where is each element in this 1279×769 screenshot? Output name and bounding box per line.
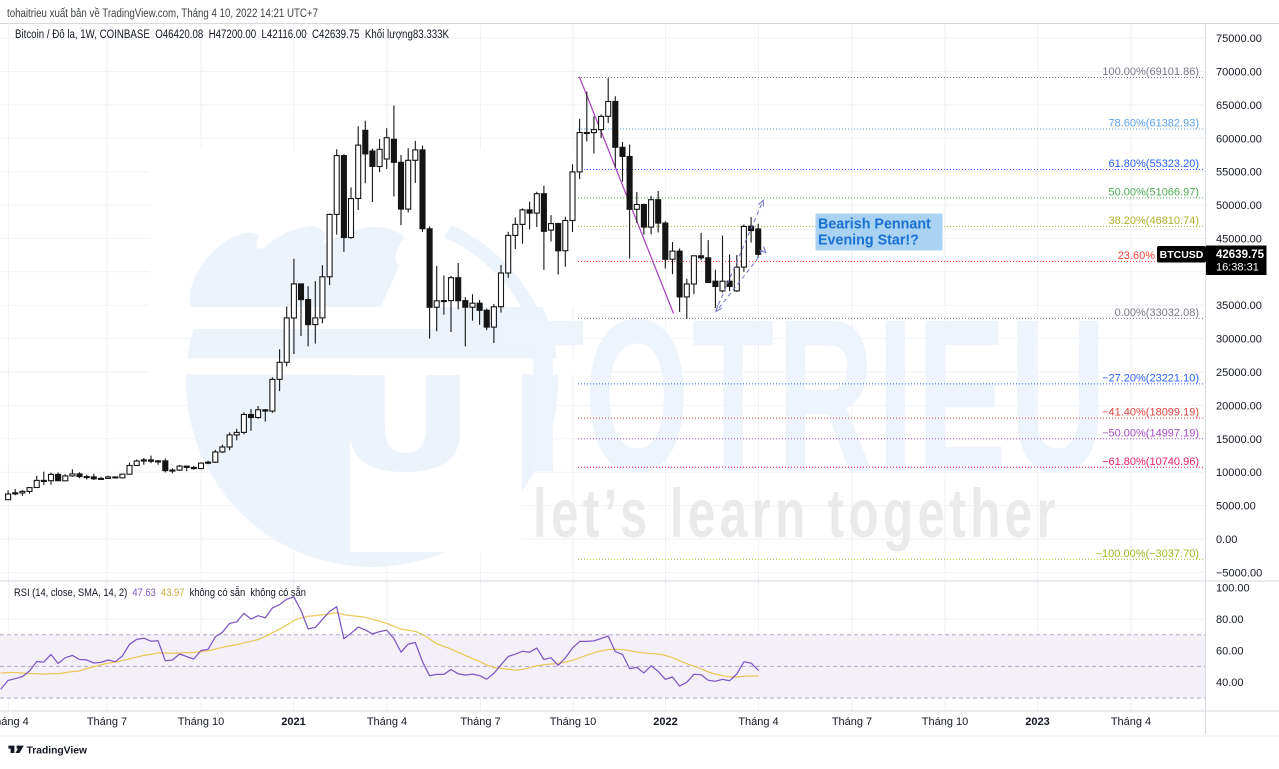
svg-text:5000.00: 5000.00 xyxy=(1216,501,1256,513)
svg-text:Tháng 4: Tháng 4 xyxy=(1111,716,1151,728)
svg-text:−50.00%(14997.19): −50.00%(14997.19) xyxy=(1102,427,1199,439)
svg-text:TOTRIEU: TOTRIEU xyxy=(502,275,1109,518)
svg-text:−41.40%(18099.19): −41.40%(18099.19) xyxy=(1102,407,1199,419)
svg-text:20000.00: 20000.00 xyxy=(1216,400,1262,412)
svg-text:Tháng 7: Tháng 7 xyxy=(87,716,127,728)
svg-text:−27.20%(23221.10): −27.20%(23221.10) xyxy=(1102,372,1199,384)
svg-text:Evening Star!?: Evening Star!? xyxy=(818,233,919,249)
svg-text:0.00%(33032.08): 0.00%(33032.08) xyxy=(1115,307,1199,319)
svg-text:let’s learn together: let’s learn together xyxy=(533,475,1060,552)
svg-text:2021: 2021 xyxy=(281,716,305,728)
svg-text:35000.00: 35000.00 xyxy=(1216,300,1262,312)
svg-text:Tháng 7: Tháng 7 xyxy=(460,716,500,728)
svg-text:15000.00: 15000.00 xyxy=(1216,434,1262,446)
svg-text:Tháng 4: Tháng 4 xyxy=(0,716,29,728)
svg-text:TradingView: TradingView xyxy=(27,746,88,757)
svg-text:45000.00: 45000.00 xyxy=(1216,233,1262,245)
svg-text:tohaitrieu xuất bản về Trading: tohaitrieu xuất bản về TradingView.com, … xyxy=(7,6,318,20)
svg-text:25000.00: 25000.00 xyxy=(1216,367,1262,379)
svg-text:−5000.00: −5000.00 xyxy=(1216,567,1262,579)
svg-text:38.20%(46810.74): 38.20%(46810.74) xyxy=(1108,215,1199,227)
svg-text:78.60%(61382.93): 78.60%(61382.93) xyxy=(1108,118,1199,130)
svg-text:60.00: 60.00 xyxy=(1216,646,1244,658)
svg-text:0.00: 0.00 xyxy=(1216,534,1237,546)
svg-text:Bitcoin / Đô la, 1W, COINBASE: Bitcoin / Đô la, 1W, COINBASE O46420.08 … xyxy=(15,27,450,41)
svg-text:70000.00: 70000.00 xyxy=(1216,67,1262,79)
svg-text:Tháng 10: Tháng 10 xyxy=(550,716,596,728)
svg-text:−100.00%(−3037.70): −100.00%(−3037.70) xyxy=(1096,548,1199,560)
svg-text:65000.00: 65000.00 xyxy=(1216,100,1262,112)
svg-text:Tháng 10: Tháng 10 xyxy=(922,716,968,728)
svg-text:Tháng 7: Tháng 7 xyxy=(832,716,872,728)
svg-text:2022: 2022 xyxy=(653,716,677,728)
svg-text:Tháng 4: Tháng 4 xyxy=(367,716,407,728)
svg-text:10000.00: 10000.00 xyxy=(1216,467,1262,479)
svg-text:42639.75: 42639.75 xyxy=(1216,249,1265,261)
svg-text:50.00%(51066.97): 50.00%(51066.97) xyxy=(1108,186,1199,198)
svg-text:40.00: 40.00 xyxy=(1216,677,1244,689)
svg-text:BTCUSD: BTCUSD xyxy=(1160,249,1204,261)
svg-text:16:38:31: 16:38:31 xyxy=(1216,262,1259,274)
svg-text:60000.00: 60000.00 xyxy=(1216,133,1262,145)
svg-text:Bearish Pennant: Bearish Pennant xyxy=(818,217,931,233)
svg-text:30000.00: 30000.00 xyxy=(1216,334,1262,346)
svg-text:75000.00: 75000.00 xyxy=(1216,33,1262,45)
svg-text:55000.00: 55000.00 xyxy=(1216,167,1262,179)
svg-text:−61.80%(10740.96): −61.80%(10740.96) xyxy=(1102,456,1199,468)
svg-text:50000.00: 50000.00 xyxy=(1216,200,1262,212)
svg-text:80.00: 80.00 xyxy=(1216,614,1244,626)
svg-text:RSI (14, close, SMA, 14, 2) 4: RSI (14, close, SMA, 14, 2) 47.63 43.97 … xyxy=(14,586,306,599)
svg-text:100.00: 100.00 xyxy=(1216,583,1250,595)
svg-text:61.80%(55323.20): 61.80%(55323.20) xyxy=(1108,158,1199,170)
svg-text:23.60%: 23.60% xyxy=(1118,250,1156,262)
svg-text:Tháng 10: Tháng 10 xyxy=(178,716,224,728)
svg-text:2023: 2023 xyxy=(1025,716,1049,728)
svg-text:100.00%(69101.86): 100.00%(69101.86) xyxy=(1102,66,1199,78)
svg-text:Tháng 4: Tháng 4 xyxy=(738,716,778,728)
